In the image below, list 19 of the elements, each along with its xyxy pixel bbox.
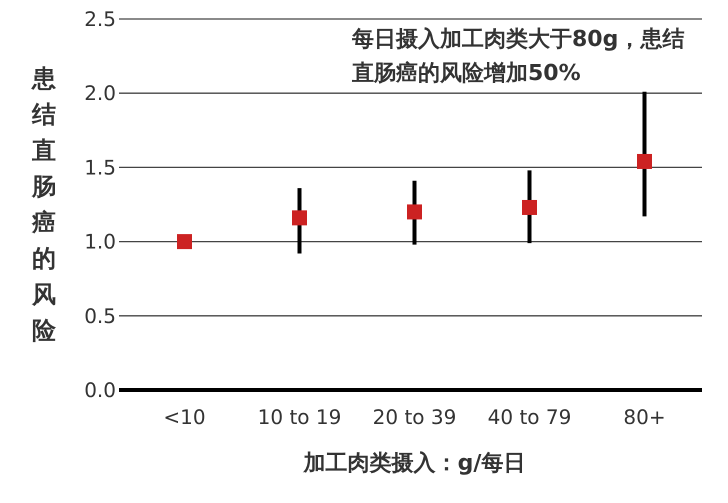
y-tick-label: 0.0 (84, 378, 116, 402)
x-tick-label: <10 (163, 405, 206, 429)
x-axis-title: 加工肉类摄入：g/每日 (302, 451, 526, 476)
annotation: 每日摄入加工肉类大于80g，患结直肠癌的风险增加50% (351, 27, 684, 86)
y-tick-label: 0.5 (84, 304, 116, 328)
point (292, 210, 307, 226)
y-tick-label: 2.0 (84, 81, 116, 106)
point (522, 200, 537, 215)
y-axis-title: 患结直肠癌的风险 (31, 64, 57, 344)
point (637, 154, 652, 169)
y-tick-label: 1.0 (84, 230, 116, 254)
x-tick-label: 80+ (623, 405, 666, 429)
y-tick-label: 2.5 (84, 7, 116, 31)
point (177, 234, 192, 250)
point (407, 204, 422, 220)
x-tick-label: 20 to 39 (372, 405, 456, 429)
x-tick-label: 40 to 79 (488, 405, 572, 429)
y-tick-label: 1.5 (84, 155, 116, 180)
x-tick-label: 10 to 19 (258, 405, 342, 429)
